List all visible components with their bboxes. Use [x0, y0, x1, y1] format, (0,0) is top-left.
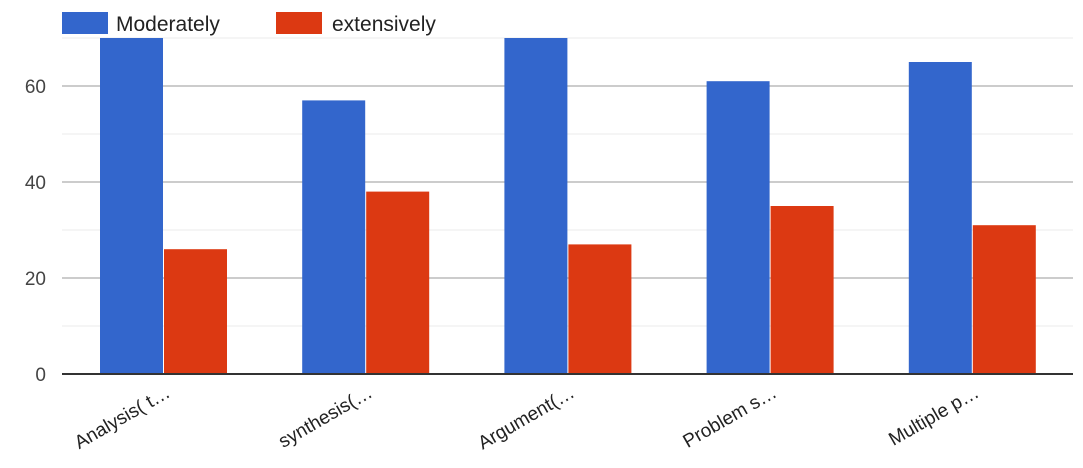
bar-extensively-4	[972, 225, 1036, 374]
legend-label-moderately: Moderately	[116, 13, 220, 36]
x-category-label: Multiple p…	[885, 382, 982, 450]
legend: Moderately extensively	[62, 12, 436, 36]
x-category-label: Problem s…	[680, 382, 781, 452]
bar-moderately-1	[302, 100, 366, 375]
bar-extensively-3	[770, 206, 834, 374]
bar-moderately-4	[908, 62, 972, 374]
legend-swatch-moderately	[62, 12, 108, 34]
bar-extensively-1	[366, 191, 430, 374]
x-category-label: Argument(…	[475, 382, 579, 454]
bar-moderately-0	[100, 38, 163, 374]
legend-label-extensively: extensively	[332, 13, 436, 36]
grid-lines	[62, 37, 1073, 327]
y-tick-label: 60	[25, 77, 46, 98]
x-category-label: synthesis(…	[275, 382, 376, 452]
y-tick-label: 20	[25, 269, 46, 290]
y-axis-ticks: 0 20 40 60	[25, 77, 46, 386]
bar-extensively-2	[568, 244, 632, 374]
x-axis-categories: Analysis( t… synthesis(… Argument(… Problem…	[71, 382, 983, 454]
y-tick-label: 40	[25, 173, 46, 194]
x-category-label: Analysis( t…	[71, 382, 174, 454]
bar-extensively-0	[164, 249, 227, 374]
bar-moderately-3	[706, 81, 770, 374]
legend-swatch-extensively	[276, 12, 322, 34]
bar-moderately-2	[504, 38, 568, 374]
y-tick-label: 0	[35, 365, 46, 386]
bars	[100, 38, 1036, 375]
